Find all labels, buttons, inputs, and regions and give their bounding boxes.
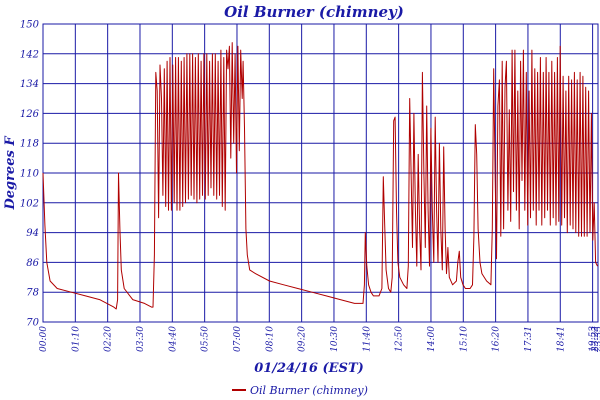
- x-tick-label: 03:30: [136, 326, 146, 352]
- x-tick-label: 05:50: [201, 326, 211, 352]
- x-tick-label: 10:30: [330, 326, 340, 352]
- y-tick-label: 142: [20, 49, 39, 60]
- y-tick-label: 110: [20, 169, 40, 180]
- x-tick-label: 02:20: [104, 326, 114, 352]
- chart-title: Oil Burner (chimney): [224, 3, 404, 21]
- series-line: [42, 42, 598, 310]
- y-tick-label: 126: [20, 109, 40, 120]
- y-tick-labels: 70 78 86 94 102 110 118 126 134 142 150: [20, 20, 40, 329]
- y-tick-label: 102: [20, 198, 39, 209]
- x-tick-label: 12:50: [395, 326, 405, 352]
- legend-label: Oil Burner (chimney): [250, 384, 368, 397]
- x-tick-label: 18:41: [556, 326, 566, 352]
- x-axis-title: 01/24/16 (EST): [254, 361, 364, 376]
- x-tick-label: 17:31: [524, 326, 534, 352]
- x-tick-label: 16:20: [492, 326, 502, 352]
- series-layer: [42, 42, 598, 310]
- x-tick-label: 08:10: [265, 326, 275, 352]
- y-tick-label: 150: [20, 20, 40, 31]
- y-tick-label: 86: [26, 258, 39, 269]
- x-tick-label: 11:40: [362, 326, 372, 352]
- x-tick-label: 14:00: [427, 326, 437, 352]
- y-tick-label: 78: [26, 288, 39, 299]
- grid: [43, 24, 598, 322]
- x-tick-labels: 00:00 01:10 02:20 03:30 04:40 05:50 07:00 08:10…: [39, 326, 600, 353]
- x-tick-label: 15:10: [459, 326, 469, 352]
- x-tick-label: 00:00: [39, 326, 49, 352]
- y-tick-label: 118: [20, 139, 39, 150]
- x-tick-label: 01:10: [71, 326, 81, 352]
- x-tick-label: 23:23: [591, 326, 600, 353]
- x-tick-label: 09:20: [298, 326, 308, 352]
- x-tick-label: 23:35: [594, 326, 600, 353]
- x-tick-label: 07:00: [233, 326, 243, 352]
- x-tick-label: 04:40: [168, 326, 178, 352]
- legend: Oil Burner (chimney): [232, 384, 368, 397]
- y-axis-title: Degrees F: [3, 136, 18, 211]
- y-tick-label: 94: [26, 228, 39, 239]
- y-tick-label: 134: [20, 79, 39, 90]
- y-tick-label: 70: [26, 318, 39, 329]
- x-tick-label: 19:53: [589, 326, 599, 352]
